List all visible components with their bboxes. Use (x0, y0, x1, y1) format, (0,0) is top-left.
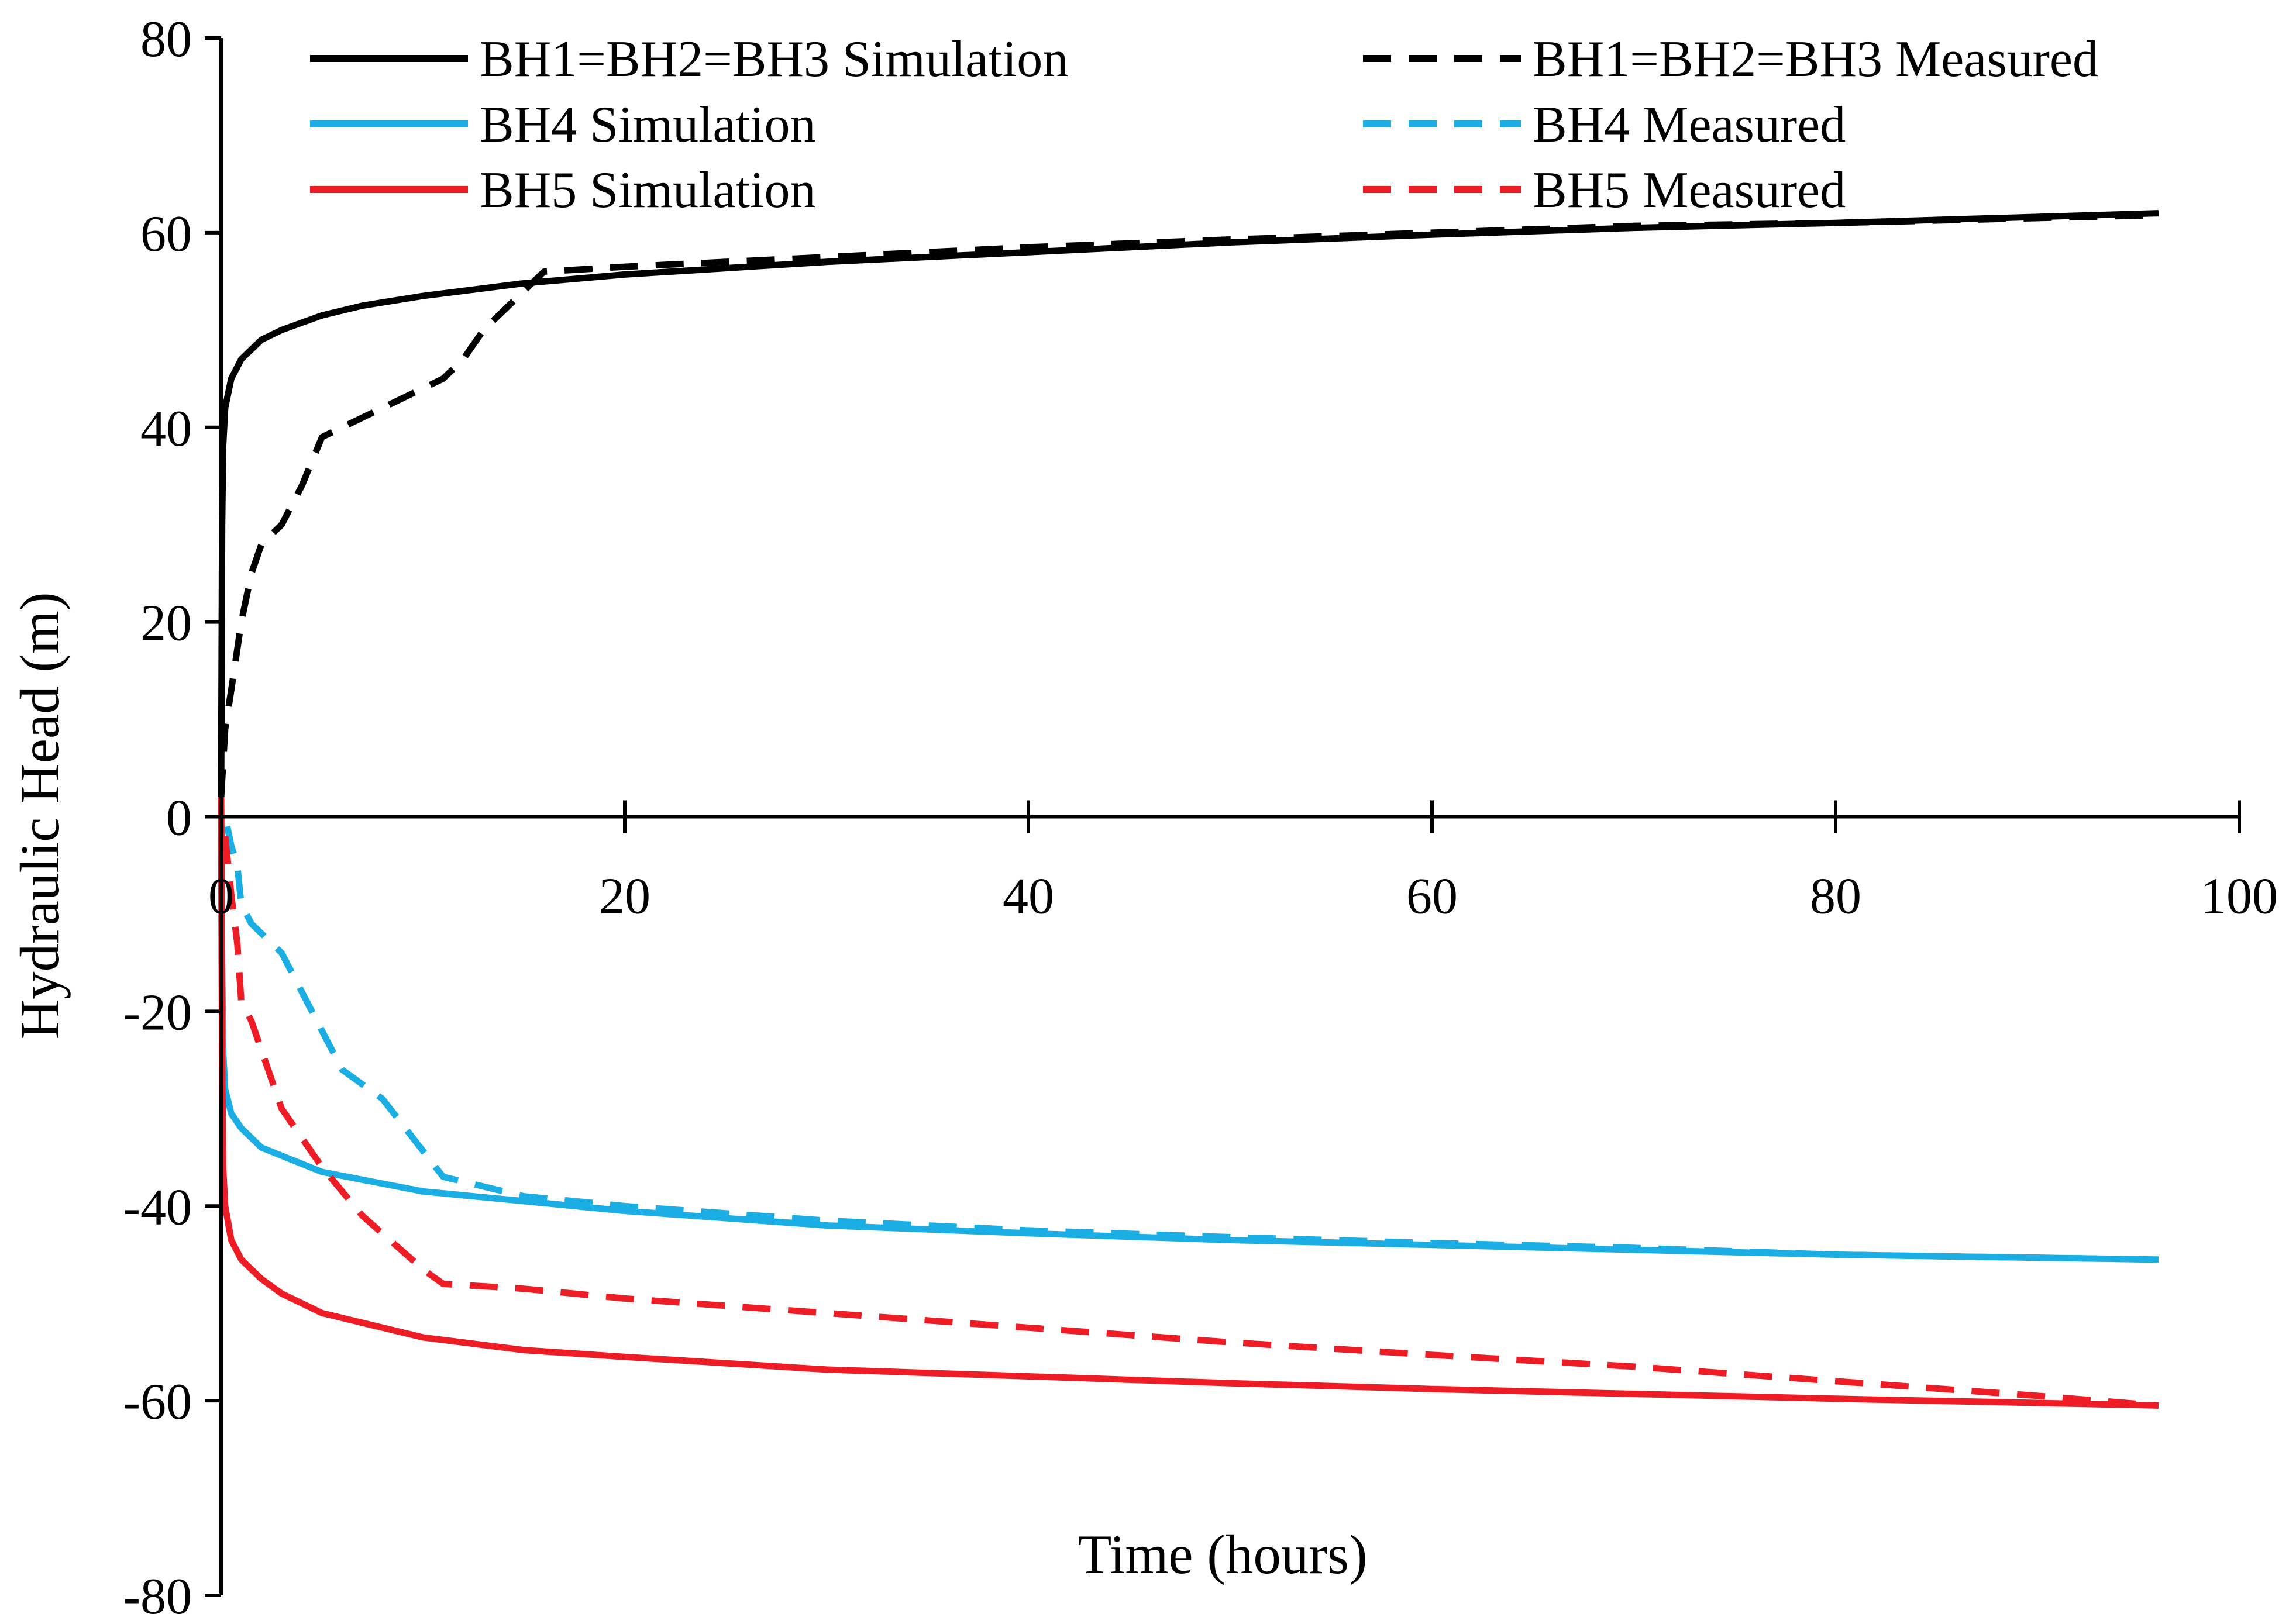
x-tick-label: 0 (208, 868, 234, 925)
y-axis-label: Hydraulic Head (m) (9, 592, 71, 1040)
axes: 80 60 40 20 0 -20 -40 -60 -80 0 20 40 60 80 100 (123, 11, 2278, 1624)
y-tick-label: 60 (140, 206, 192, 263)
legend-label-3: BH4 Measured (1533, 96, 1846, 153)
legend-label-5: BH5 Measured (1533, 162, 1846, 219)
x-tick-label: 80 (1810, 868, 1861, 925)
y-tick-label: -20 (123, 984, 192, 1041)
x-tick-label: 60 (1406, 868, 1458, 925)
legend-label-1: BH1=BH2=BH3 Measured (1533, 31, 2098, 88)
plot-lines (218, 210, 2159, 1409)
x-axis-label: Time (hours) (1078, 1523, 1367, 1585)
legend-label-4: BH5 Simulation (480, 162, 816, 219)
x-tick-label: 100 (2201, 868, 2278, 925)
series-line-5 (222, 836, 2159, 1409)
series-line-3 (224, 825, 2159, 1263)
x-tick-label: 40 (1003, 868, 1054, 925)
y-tick-label: -40 (123, 1179, 192, 1236)
series-line-4 (218, 797, 2159, 1409)
y-tick-label: 20 (140, 595, 192, 652)
y-tick-label: 0 (166, 790, 192, 847)
y-tick-label: -60 (123, 1374, 192, 1430)
y-tick-label: -80 (123, 1568, 192, 1624)
y-tick-label: 80 (140, 11, 192, 68)
series-line-1 (218, 212, 2159, 798)
x-tick-label: 20 (599, 868, 650, 925)
legend: BH1=BH2=BH3 Simulation BH1=BH2=BH3 Measur… (310, 31, 2098, 219)
legend-label-2: BH4 Simulation (480, 96, 816, 153)
series-line-2 (218, 797, 2159, 1263)
y-tick-label: 40 (140, 401, 192, 457)
legend-label-0: BH1=BH2=BH3 Simulation (480, 31, 1068, 88)
